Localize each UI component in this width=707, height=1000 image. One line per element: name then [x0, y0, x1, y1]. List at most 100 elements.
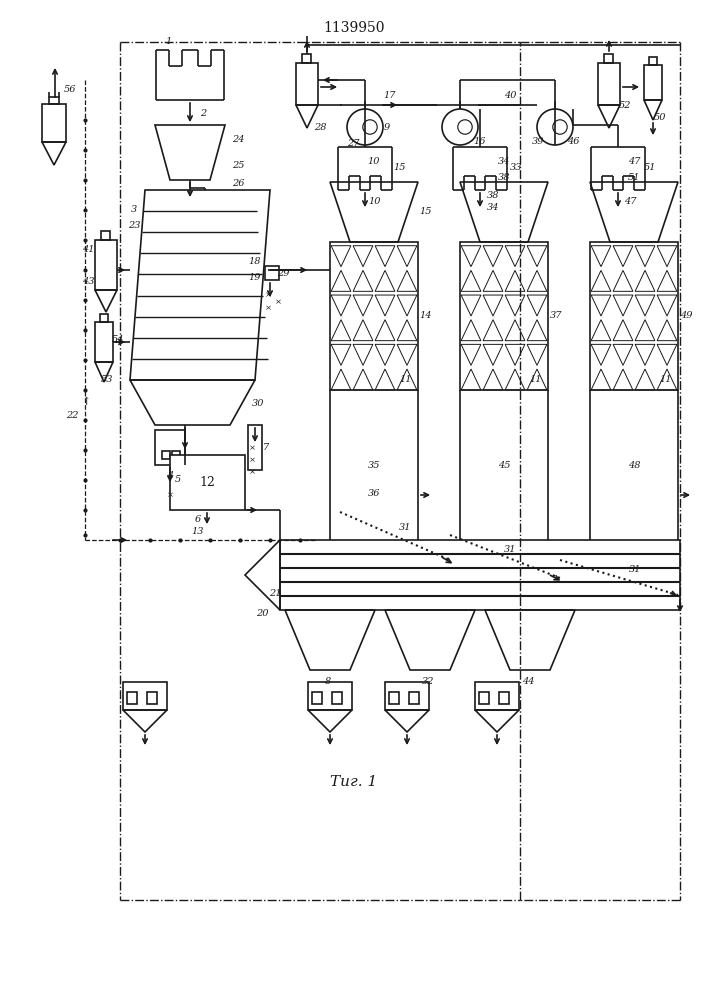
Text: 6: 6 [195, 514, 201, 524]
Text: 8: 8 [325, 678, 331, 686]
Text: 7: 7 [263, 444, 269, 452]
Bar [479, 692, 489, 704]
Text: ×: × [248, 444, 255, 452]
Text: 52: 52 [619, 101, 631, 109]
Bar [280, 540, 680, 610]
Bar [155, 430, 185, 465]
Text: 21: 21 [269, 588, 281, 597]
Text: 39: 39 [532, 137, 544, 146]
Text: 11: 11 [660, 375, 672, 384]
Text: 9: 9 [384, 122, 390, 131]
Bar [95, 240, 117, 290]
Text: 46: 46 [567, 137, 579, 146]
Text: ×: × [274, 298, 281, 306]
Bar [598, 63, 620, 105]
Text: 2: 2 [200, 109, 206, 118]
Text: 29: 29 [276, 268, 289, 277]
Bar [95, 322, 113, 362]
Text: 15: 15 [420, 208, 432, 217]
Text: 31: 31 [399, 522, 411, 532]
Text: 30: 30 [252, 398, 264, 408]
Text: 12: 12 [199, 477, 215, 489]
Text: 37: 37 [550, 312, 562, 320]
Text: 51: 51 [644, 163, 656, 172]
Text: 56: 56 [64, 86, 76, 95]
Text: 3: 3 [131, 206, 137, 215]
Text: 41: 41 [82, 245, 94, 254]
Text: 23: 23 [128, 221, 140, 230]
Text: 18: 18 [249, 257, 262, 266]
Bar [590, 242, 678, 390]
Bar [475, 682, 519, 710]
Text: ×: × [248, 456, 255, 464]
Text: 34: 34 [486, 202, 499, 212]
Text: 32: 32 [422, 678, 434, 686]
Bar [147, 692, 157, 704]
Text: 40: 40 [504, 91, 516, 100]
Text: 36: 36 [368, 488, 380, 497]
Bar [385, 682, 429, 710]
Text: 35: 35 [368, 460, 380, 470]
Text: 11: 11 [399, 375, 412, 384]
Text: 31: 31 [629, 566, 641, 574]
Bar [127, 692, 137, 704]
Text: 54: 54 [112, 336, 124, 344]
Bar [248, 425, 262, 470]
Text: 28: 28 [314, 123, 326, 132]
Text: 16: 16 [474, 137, 486, 146]
Text: ×: × [248, 468, 255, 476]
Text: 10: 10 [368, 157, 380, 166]
Text: 17: 17 [384, 91, 396, 100]
Bar [312, 692, 322, 704]
Text: 47: 47 [628, 157, 641, 166]
Text: 4: 4 [167, 471, 173, 480]
Bar [644, 65, 662, 100]
Bar [302, 54, 311, 63]
Text: 1139950: 1139950 [323, 21, 385, 35]
Bar [172, 451, 180, 459]
Text: 15: 15 [394, 163, 407, 172]
Text: 27: 27 [346, 138, 359, 147]
Text: 48: 48 [628, 460, 641, 470]
Text: 47: 47 [624, 198, 636, 207]
Text: 1: 1 [165, 37, 171, 46]
Bar [409, 692, 419, 704]
Bar [162, 451, 170, 459]
Text: 43: 43 [82, 277, 94, 286]
Bar [330, 242, 418, 390]
Text: ×: × [264, 304, 271, 312]
Bar [649, 57, 657, 65]
Bar [332, 692, 342, 704]
Text: ↑: ↑ [81, 397, 90, 407]
Bar [42, 104, 66, 142]
Text: 49: 49 [679, 312, 692, 320]
Bar [265, 266, 279, 280]
Text: ×: × [167, 491, 173, 499]
Text: 13: 13 [192, 526, 204, 536]
Text: 33: 33 [510, 163, 522, 172]
Bar [499, 692, 509, 704]
Text: 25: 25 [232, 160, 244, 169]
Text: 31: 31 [504, 546, 516, 554]
Text: 26: 26 [232, 178, 244, 188]
Text: Τиг. 1: Τиг. 1 [330, 775, 378, 789]
Bar [170, 455, 245, 510]
Bar [101, 231, 110, 240]
Bar [49, 97, 59, 104]
Bar [460, 242, 548, 390]
Bar [389, 692, 399, 704]
Text: 34: 34 [498, 157, 510, 166]
Bar [123, 682, 167, 710]
Text: 11: 11 [530, 375, 542, 384]
Text: 5: 5 [175, 476, 181, 485]
Bar [604, 54, 613, 63]
Text: 44: 44 [522, 678, 534, 686]
Text: 53: 53 [101, 375, 113, 384]
Text: ×: × [264, 291, 271, 299]
Text: 38: 38 [498, 172, 510, 182]
Text: 10: 10 [369, 198, 381, 207]
Text: 19: 19 [249, 272, 262, 282]
Bar [296, 63, 318, 105]
Text: 14: 14 [420, 312, 432, 320]
Text: 22: 22 [66, 410, 78, 420]
